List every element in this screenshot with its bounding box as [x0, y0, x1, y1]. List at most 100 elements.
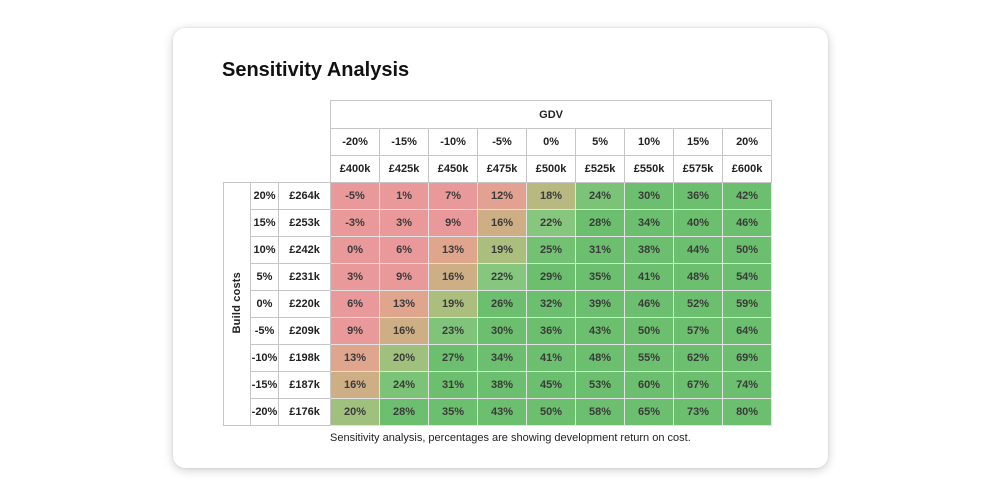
heatmap-cell: 60% — [624, 371, 675, 399]
row-value-header: £198k — [277, 344, 332, 372]
heatmap-cell: 1% — [379, 182, 430, 210]
gdv-value-header: £450k — [428, 155, 479, 183]
heatmap-cell: 74% — [722, 371, 773, 399]
gdv-pct-header: 10% — [624, 128, 675, 156]
heatmap-cell: 31% — [575, 236, 626, 264]
heatmap-cell: 46% — [624, 290, 675, 318]
heatmap-cell: 22% — [477, 263, 528, 291]
row-pct-header: -10% — [250, 344, 279, 372]
sensitivity-table-zone: GDV -20% -15% -10% -5% 0% 5% 10% 15% 20% £400k £425… — [223, 100, 828, 426]
heatmap-cell: 7% — [428, 182, 479, 210]
heatmap-cell: 40% — [673, 209, 724, 237]
heatmap-cell: 20% — [330, 398, 381, 426]
heatmap-cell: 16% — [477, 209, 528, 237]
heatmap-cell: 9% — [330, 317, 381, 345]
heatmap-cell: 48% — [673, 263, 724, 291]
heatmap-cell: 23% — [428, 317, 479, 345]
page-title: Sensitivity Analysis — [222, 59, 410, 81]
gdv-pct-header: 15% — [673, 128, 724, 156]
heatmap-cell: 54% — [722, 263, 773, 291]
heatmap-cell: 16% — [379, 317, 430, 345]
heatmap-cell: 62% — [673, 344, 724, 372]
gdv-pct-header: 5% — [575, 128, 626, 156]
gdv-pct-header: -15% — [379, 128, 430, 156]
heatmap-cell: 58% — [575, 398, 626, 426]
heatmap-cell: -3% — [330, 209, 381, 237]
row-value-header: £264k — [277, 182, 332, 210]
row-value-header: £253k — [277, 209, 332, 237]
heatmap-cell: 16% — [428, 263, 479, 291]
heatmap-cell: 20% — [379, 344, 430, 372]
spacer-cell — [224, 101, 331, 129]
row-pct-header: -20% — [250, 398, 279, 426]
row-pct-header: 0% — [250, 290, 279, 318]
heatmap-cell: 28% — [575, 209, 626, 237]
heatmap-cell: -5% — [330, 182, 381, 210]
heatmap-cell: 19% — [477, 236, 528, 264]
gdv-pct-header: 20% — [722, 128, 773, 156]
heatmap-cell: 80% — [722, 398, 773, 426]
heatmap-cell: 38% — [477, 371, 528, 399]
heatmap-cell: 9% — [428, 209, 479, 237]
heatmap-cell: 59% — [722, 290, 773, 318]
heatmap-cell: 64% — [722, 317, 773, 345]
heatmap-cell: 53% — [575, 371, 626, 399]
build-costs-axis-label-text: Build costs — [231, 271, 243, 334]
gdv-pct-header: -10% — [428, 128, 479, 156]
heatmap-cell: 9% — [379, 263, 430, 291]
gdv-value-header: £475k — [477, 155, 528, 183]
heatmap-cell: 30% — [477, 317, 528, 345]
report-card: Sensitivity Analysis GDV -20% -15% -10% -5% 0… — [173, 28, 828, 468]
heatmap-cell: 3% — [379, 209, 430, 237]
heatmap-cell: 22% — [526, 209, 577, 237]
heatmap-cell: 50% — [526, 398, 577, 426]
spacer-cell — [224, 129, 331, 156]
heatmap-cell: 41% — [526, 344, 577, 372]
heatmap-cell: 44% — [673, 236, 724, 264]
sensitivity-table: GDV -20% -15% -10% -5% 0% 5% 10% 15% 20% £400k £425… — [223, 100, 773, 426]
heatmap-cell: 13% — [428, 236, 479, 264]
heatmap-cell: 0% — [330, 236, 381, 264]
row-value-header: £187k — [277, 371, 332, 399]
gdv-pct-header: -5% — [477, 128, 528, 156]
heatmap-cell: 24% — [379, 371, 430, 399]
row-pct-header: 5% — [250, 263, 279, 291]
gdv-value-header: £500k — [526, 155, 577, 183]
gdv-value-header: £575k — [673, 155, 724, 183]
heatmap-cell: 57% — [673, 317, 724, 345]
heatmap-cell: 69% — [722, 344, 773, 372]
heatmap-cell: 67% — [673, 371, 724, 399]
gdv-value-header: £525k — [575, 155, 626, 183]
heatmap-cell: 52% — [673, 290, 724, 318]
heatmap-cell: 25% — [526, 236, 577, 264]
row-value-header: £176k — [277, 398, 332, 426]
row-value-header: £242k — [277, 236, 332, 264]
heatmap-cell: 39% — [575, 290, 626, 318]
heatmap-cell: 6% — [330, 290, 381, 318]
heatmap-cell: 35% — [428, 398, 479, 426]
heatmap-cell: 36% — [673, 182, 724, 210]
row-pct-header: -15% — [250, 371, 279, 399]
gdv-value-header: £400k — [330, 155, 381, 183]
heatmap-cell: 41% — [624, 263, 675, 291]
heatmap-cell: 31% — [428, 371, 479, 399]
heatmap-cell: 45% — [526, 371, 577, 399]
table-caption: Sensitivity analysis, percentages are sh… — [330, 432, 691, 444]
row-value-header: £231k — [277, 263, 332, 291]
spacer-cell — [224, 156, 331, 183]
row-pct-header: 15% — [250, 209, 279, 237]
heatmap-cell: 19% — [428, 290, 479, 318]
heatmap-cell: 65% — [624, 398, 675, 426]
heatmap-cell: 73% — [673, 398, 724, 426]
heatmap-cell: 24% — [575, 182, 626, 210]
heatmap-cell: 50% — [722, 236, 773, 264]
gdv-pct-header: -20% — [330, 128, 381, 156]
heatmap-cell: 50% — [624, 317, 675, 345]
heatmap-cell: 36% — [526, 317, 577, 345]
row-value-header: £209k — [277, 317, 332, 345]
heatmap-cell: 16% — [330, 371, 381, 399]
heatmap-cell: 43% — [477, 398, 528, 426]
heatmap-cell: 18% — [526, 182, 577, 210]
row-pct-header: 10% — [250, 236, 279, 264]
heatmap-cell: 30% — [624, 182, 675, 210]
